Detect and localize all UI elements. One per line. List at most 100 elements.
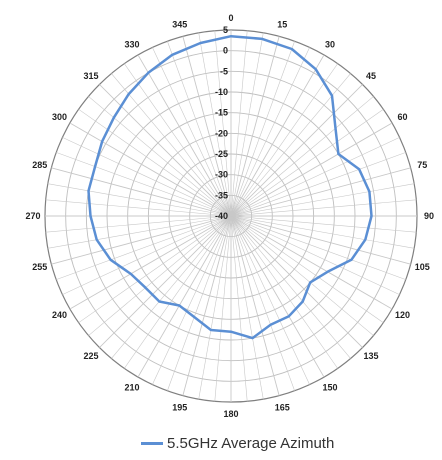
angle-tick-label: 75 xyxy=(417,160,427,170)
grid-spoke xyxy=(152,47,232,217)
series-line xyxy=(87,34,373,340)
data-point xyxy=(129,273,132,275)
legend-swatch xyxy=(141,441,163,445)
grid-spoke xyxy=(230,215,393,310)
radial-tick-label: -40 xyxy=(215,211,228,221)
radial-tick-label: -30 xyxy=(215,170,228,180)
angle-tick-label: 105 xyxy=(415,262,430,272)
data-point xyxy=(230,330,232,333)
data-point xyxy=(288,315,290,318)
data-point xyxy=(269,323,272,326)
grid-spoke xyxy=(137,215,232,378)
grid-spoke xyxy=(230,73,351,217)
grid-spoke xyxy=(124,63,232,217)
grid-spoke xyxy=(230,41,295,217)
grid-spoke xyxy=(198,215,232,400)
series-layer xyxy=(87,34,373,340)
data-point xyxy=(158,300,161,303)
angle-tick-label: 270 xyxy=(25,211,40,221)
angle-tick-label: 165 xyxy=(275,402,290,412)
angle-tick-label: 210 xyxy=(124,382,139,392)
grid-spoke xyxy=(230,183,415,217)
data-point xyxy=(89,215,92,217)
grid-spoke xyxy=(230,215,400,295)
grid-spoke xyxy=(182,215,232,396)
data-point xyxy=(147,72,150,74)
data-point xyxy=(290,48,293,50)
data-point xyxy=(350,259,353,261)
radial-tick-labels: 5 0 -5 -10 -15 -20 -25 -30 -35 -40 xyxy=(215,25,228,221)
angle-tick-label: 345 xyxy=(172,20,187,30)
angle-tick-label: 225 xyxy=(83,351,98,361)
radial-tick-label: -5 xyxy=(220,66,228,76)
radial-tick-label: 0 xyxy=(223,46,228,56)
grid-spoke xyxy=(88,96,232,217)
data-point xyxy=(261,38,264,40)
grid-spoke xyxy=(230,54,325,217)
grid-spoke xyxy=(51,167,232,217)
grid-spoke xyxy=(230,215,415,249)
grid-spoke xyxy=(99,215,232,348)
grid-spoke xyxy=(167,215,232,391)
grid-spoke xyxy=(230,122,393,217)
grid-spoke xyxy=(230,137,400,217)
radial-tick-label: -15 xyxy=(215,108,228,118)
grid-spoke xyxy=(62,137,232,217)
data-point xyxy=(368,190,371,193)
data-point xyxy=(144,286,147,289)
grid-spoke xyxy=(78,215,232,323)
data-point xyxy=(230,35,232,37)
grid-spoke xyxy=(230,215,310,385)
data-point xyxy=(193,316,196,318)
grid-spoke xyxy=(230,152,406,217)
grid-spoke xyxy=(230,167,411,217)
grid-spoke xyxy=(230,199,417,217)
grid-spoke xyxy=(152,215,232,385)
data-point xyxy=(334,127,337,130)
angle-tick-label: 330 xyxy=(124,40,139,50)
grid-spoke xyxy=(230,96,374,217)
data-point xyxy=(113,116,115,119)
grid-spoke xyxy=(56,215,232,280)
data-point xyxy=(87,190,90,192)
angle-tick-label: 240 xyxy=(52,310,67,320)
data-point xyxy=(301,300,304,303)
grid-spoke xyxy=(230,215,338,369)
legend: 5.5GHz Average Azimuth xyxy=(141,433,334,453)
radial-tick-label: -10 xyxy=(215,87,228,97)
grid-spoke xyxy=(230,215,417,233)
legend-label: 5.5GHz Average Azimuth xyxy=(167,434,335,452)
grid-spoke xyxy=(167,41,232,217)
data-point xyxy=(101,140,103,143)
grid-spoke xyxy=(230,63,338,217)
grid-spoke xyxy=(230,215,406,280)
data-point xyxy=(358,168,360,171)
data-point xyxy=(326,271,329,273)
angle-tick-label: 150 xyxy=(322,382,337,392)
angle-tick-label: 315 xyxy=(83,71,98,81)
radial-tick-label: -35 xyxy=(215,190,228,200)
grid-spoke xyxy=(88,215,232,336)
grid-spoke xyxy=(124,215,232,369)
angle-tick-label: 195 xyxy=(172,402,187,412)
radial-tick-label: -20 xyxy=(215,128,228,138)
data-point xyxy=(178,304,181,307)
grid-spoke xyxy=(230,47,310,217)
data-point xyxy=(309,281,311,284)
grid-spoke xyxy=(230,84,363,217)
angle-tick-label: 0 xyxy=(228,13,233,23)
angle-tick-label: 120 xyxy=(395,310,410,320)
data-point xyxy=(210,329,212,331)
angle-tick-label: 90 xyxy=(424,211,434,221)
grid-spoke xyxy=(56,152,232,217)
grid-spoke xyxy=(230,215,411,265)
data-point xyxy=(171,54,174,56)
data-point xyxy=(95,238,98,241)
data-point xyxy=(94,165,96,168)
grid-spoke xyxy=(230,215,384,323)
grid-spoke xyxy=(69,122,232,217)
data-point xyxy=(127,93,130,95)
grid-spoke xyxy=(230,30,248,217)
grid-spoke xyxy=(214,30,232,217)
